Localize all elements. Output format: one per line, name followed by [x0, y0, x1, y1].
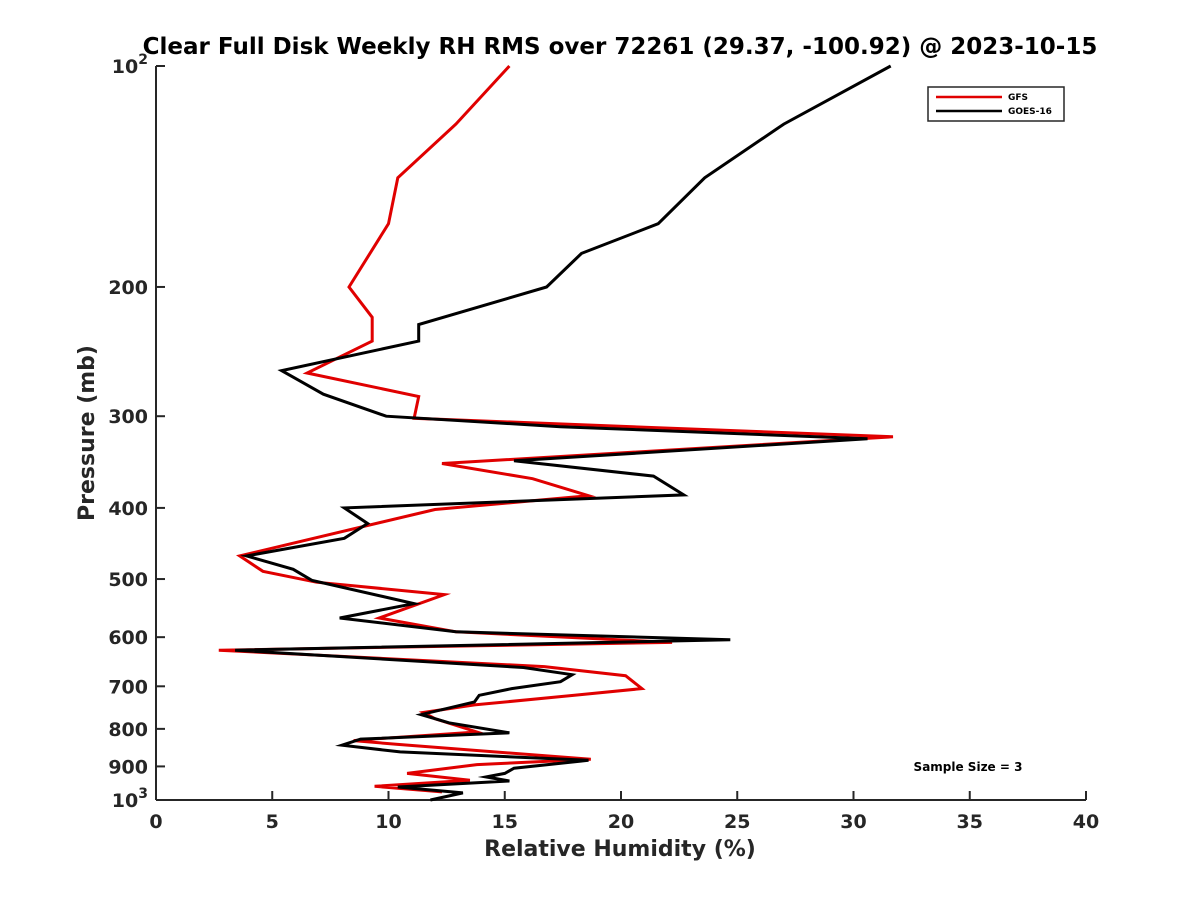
x-tick-label: 15 [492, 811, 518, 833]
sample-size-annotation: Sample Size = 3 [914, 760, 1023, 774]
legend-label-goes16: GOES-16 [1008, 107, 1052, 117]
chart-title: Clear Full Disk Weekly RH RMS over 72261… [143, 34, 1098, 60]
y-tick-label: 600 [108, 627, 148, 649]
y-tick-label: 300 [108, 406, 148, 428]
y-tick-label: 103 [112, 786, 148, 812]
y-tick-label: 900 [108, 756, 148, 778]
x-tick-label: 30 [840, 811, 866, 833]
y-tick-label: 102 [112, 52, 148, 78]
series-layer [218, 64, 894, 802]
x-tick-label: 40 [1073, 811, 1099, 833]
y-tick-label: 200 [108, 277, 148, 299]
x-tick-label: 0 [149, 811, 162, 833]
axes: 0 5 10 15 20 25 30 35 40 102 200 300 400 500 600 700 800… [108, 52, 1099, 833]
x-axis-label: Relative Humidity (%) [484, 837, 756, 862]
y-tick-label: 800 [108, 719, 148, 741]
x-tick-label: 25 [724, 811, 750, 833]
y-tick-label: 400 [108, 498, 148, 520]
y-tick-label: 500 [108, 569, 148, 591]
legend-label-gfs: GFS [1008, 93, 1028, 103]
x-tick-label: 35 [957, 811, 983, 833]
legend: GFS GOES-16 [927, 86, 1065, 122]
series-line-goes16 [235, 64, 892, 802]
legend-box [927, 86, 1065, 122]
y-axis-label: Pressure (mb) [75, 345, 100, 521]
x-tick-label: 5 [266, 811, 279, 833]
y-tick-label: 700 [108, 676, 148, 698]
x-tick-label: 10 [375, 811, 401, 833]
x-tick-label: 20 [608, 811, 634, 833]
